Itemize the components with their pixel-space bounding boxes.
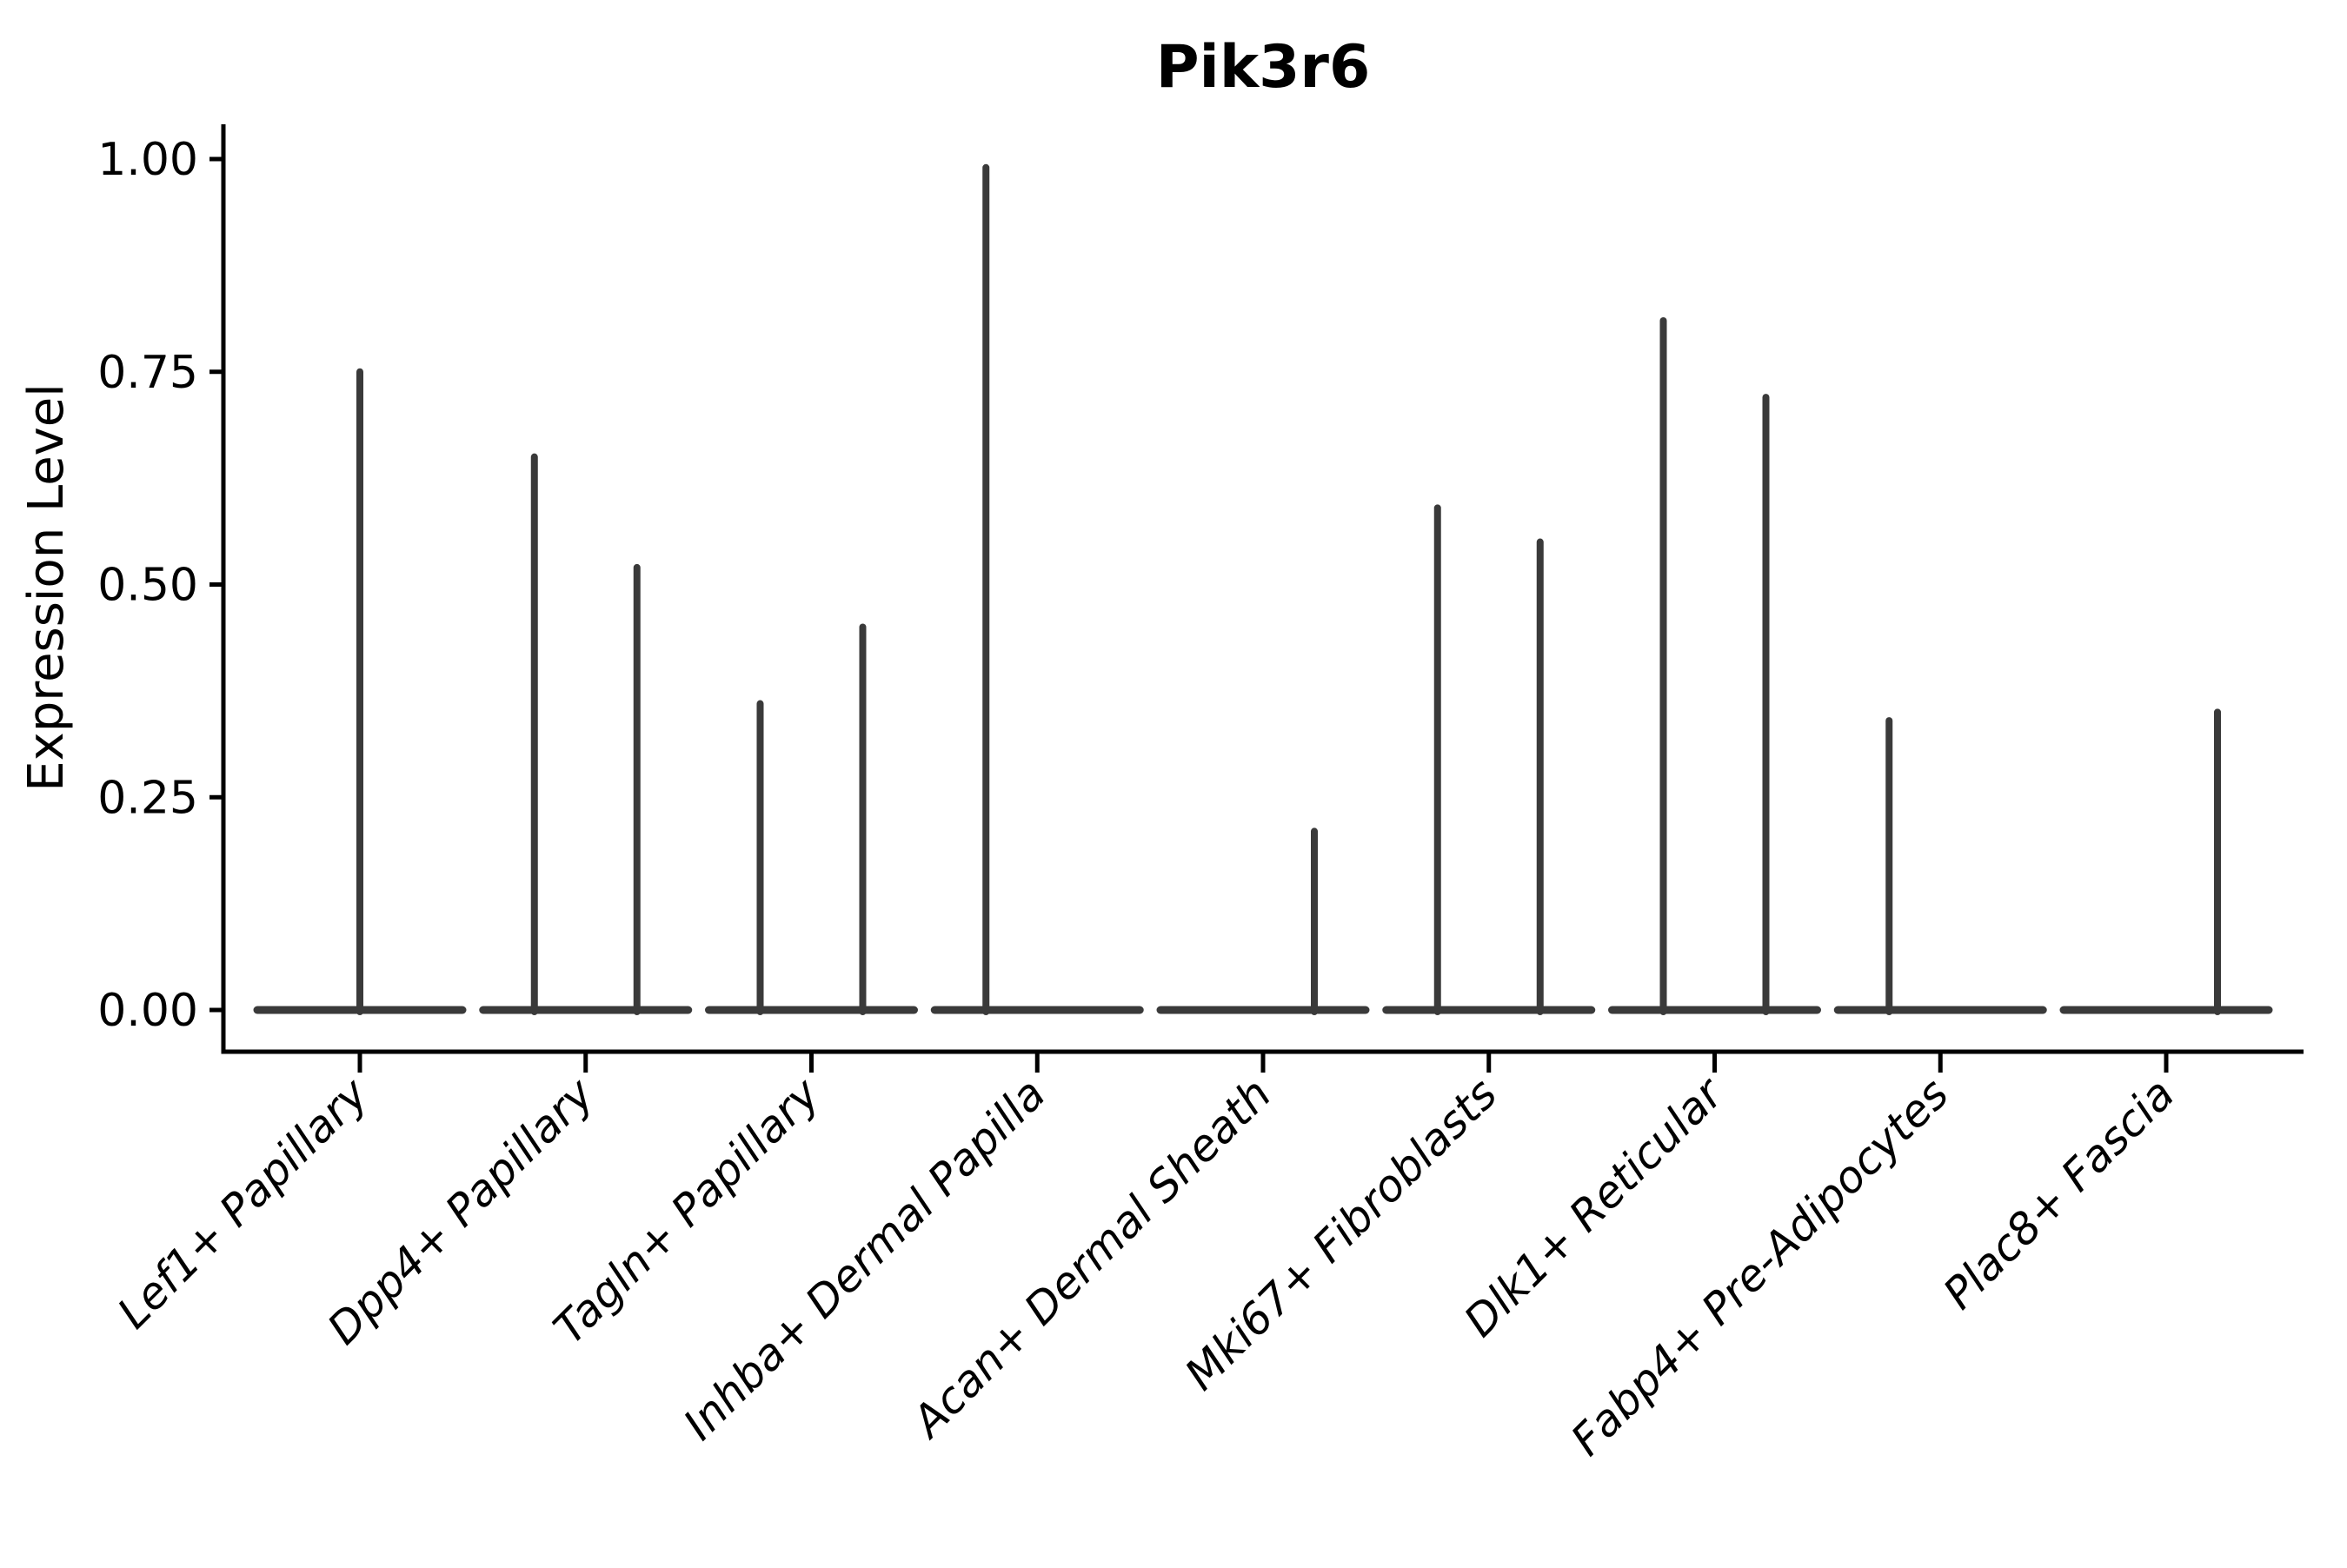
violin-group	[1608, 317, 1821, 1015]
violin-group	[1382, 504, 1596, 1015]
y-axis-label: Expression Level	[18, 383, 75, 792]
y-axis-ticks: 0.00 0.25 0.50 0.75 1.00	[97, 134, 223, 1037]
violin-group	[2059, 708, 2273, 1015]
violin-group	[1156, 827, 1370, 1015]
y-tick-label: 0.25	[97, 772, 198, 824]
y-tick-label: 0.50	[97, 560, 198, 612]
x-category-label: Plac8+ Fascia	[1934, 1068, 2184, 1319]
y-tick-label: 0.00	[97, 985, 198, 1037]
chart-title: Pik3r6	[1156, 33, 1371, 102]
violin-group	[253, 368, 467, 1015]
y-tick-label: 0.75	[97, 347, 198, 399]
violin-group	[479, 453, 693, 1015]
violin-group	[705, 623, 918, 1015]
y-tick-label: 1.00	[97, 134, 198, 186]
violins	[253, 163, 2273, 1015]
violin-group	[1833, 717, 2047, 1015]
x-category-label: Fabp4+ Pre-Adipocytes	[1561, 1068, 1958, 1465]
x-category-label: Acan+ Dermal Sheath	[901, 1068, 1281, 1448]
violin-group	[930, 163, 1144, 1015]
x-category-label: Inhba+ Dermal Papilla	[674, 1068, 1054, 1449]
